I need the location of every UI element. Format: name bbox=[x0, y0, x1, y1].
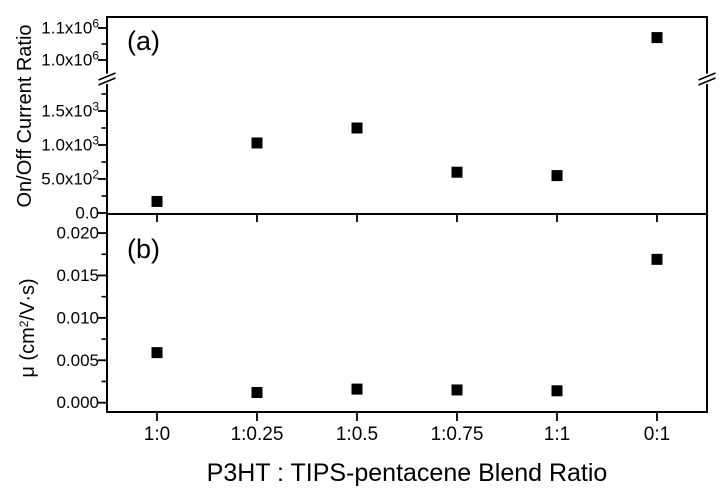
x-axis-title: P3HT : TIPS-pentacene Blend Ratio bbox=[207, 459, 608, 487]
panel-b: 0.000 0.005 0.010 0.015 0.020 (b) μ (cm2/V·s) bbox=[17, 213, 708, 413]
y-tick-label: 0.010 bbox=[56, 308, 99, 327]
panel-b-y-axis-title: μ (cm2/V·s) bbox=[17, 278, 39, 377]
y-tick-label: 1.5x103 bbox=[41, 100, 99, 121]
panel-b-label: (b) bbox=[127, 234, 160, 264]
data-point-square bbox=[551, 385, 563, 397]
x-tick-label: 1:0.25 bbox=[231, 424, 284, 445]
data-point-square bbox=[651, 32, 663, 44]
axis-break-gap bbox=[703, 73, 711, 84]
y-tick-label: 1.1x106 bbox=[41, 17, 99, 38]
axis-break-slash bbox=[98, 72, 116, 81]
data-point-square bbox=[651, 253, 663, 265]
data-point-square bbox=[451, 166, 463, 178]
x-tick-label: 1:0.75 bbox=[431, 424, 484, 445]
x-tick-label: 0:1 bbox=[644, 424, 670, 445]
x-tick-label: 1:0.5 bbox=[336, 424, 378, 445]
panel-a-x-ticks bbox=[156, 215, 658, 222]
panel-a-y-axis: 0.0 5.0x102 1.0x103 1.5x103 1.0x106 1.1x106 bbox=[41, 17, 106, 223]
y-tick-label: 0.005 bbox=[56, 351, 99, 370]
axis-break-gap bbox=[103, 73, 111, 84]
y-tick-label: 5.0x102 bbox=[41, 168, 99, 189]
y-tick-label: 0.020 bbox=[56, 224, 99, 243]
y-tick-label: 1.0x103 bbox=[41, 134, 99, 155]
y-tick-label: 0.000 bbox=[56, 393, 99, 412]
x-axis: 1:0 1:0.25 1:0.5 1:0.75 1:1 0:1 P3HT : TIPS-pe… bbox=[144, 413, 670, 487]
data-point-square bbox=[451, 384, 463, 396]
panel-b-y-axis: 0.000 0.005 0.010 0.015 0.020 bbox=[56, 224, 106, 412]
y-tick-label: 0.015 bbox=[56, 266, 99, 285]
axis-break-icon bbox=[98, 72, 116, 86]
data-point-square bbox=[151, 347, 163, 359]
data-point-square bbox=[351, 122, 363, 134]
data-point-square bbox=[151, 195, 163, 207]
data-point-square bbox=[251, 137, 263, 149]
panel-a: 0.0 5.0x102 1.0x103 1.5x103 1.0x106 1.1x106 (a… bbox=[14, 16, 716, 223]
panel-a-points bbox=[151, 32, 663, 207]
x-tick-label: 1:1 bbox=[544, 424, 570, 445]
panel-b-points bbox=[151, 253, 663, 398]
axis-break-icon bbox=[698, 72, 716, 86]
data-point-square bbox=[551, 170, 563, 182]
axis-break-slash bbox=[698, 72, 716, 81]
axis-break-slash bbox=[698, 77, 716, 86]
panel-b-border bbox=[106, 213, 708, 413]
y-tick-label: 0.0 bbox=[75, 204, 99, 223]
data-point-square bbox=[251, 386, 263, 398]
x-tick-label: 1:0 bbox=[144, 424, 170, 445]
axis-break-slash bbox=[98, 77, 116, 86]
data-point-square bbox=[351, 383, 363, 395]
y-tick-label: 1.0x106 bbox=[41, 49, 99, 70]
panel-a-border bbox=[106, 16, 708, 215]
panel-a-label: (a) bbox=[127, 26, 160, 56]
panel-a-y-axis-title: On/Off Current Ratio bbox=[14, 24, 36, 207]
